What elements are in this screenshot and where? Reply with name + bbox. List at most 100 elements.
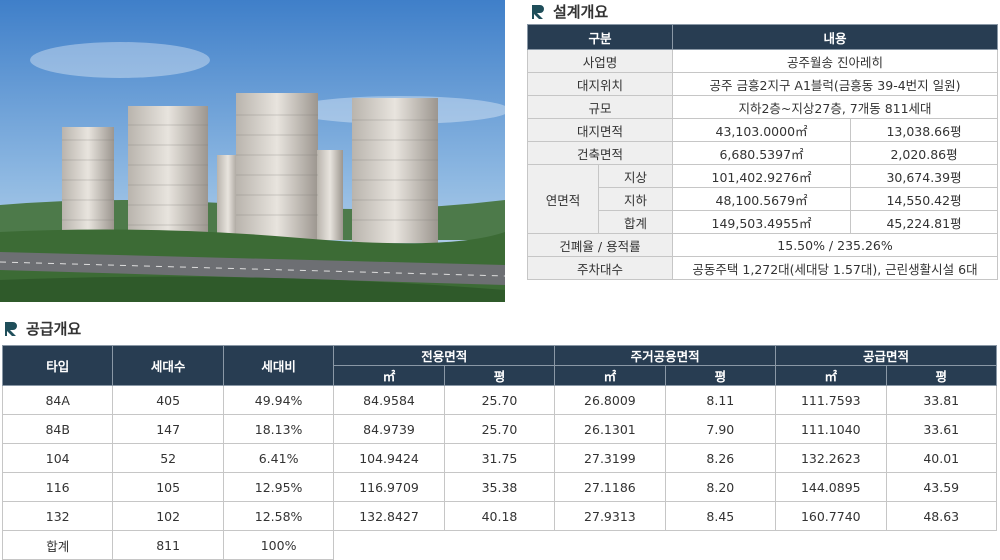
type-cell: 84B xyxy=(1,414,114,444)
section-title: 공급개요 xyxy=(3,318,81,339)
total-cell: 100% xyxy=(222,530,335,560)
value-cell: 33.81 xyxy=(885,385,997,415)
value-cell: 8.26 xyxy=(664,443,777,473)
header-cell: 구분 xyxy=(526,24,674,50)
rendering-image xyxy=(0,0,505,302)
value-cell: 30,674.39평 xyxy=(850,164,999,188)
title-text: 공급개요 xyxy=(26,320,82,338)
value-cell: 6.41% xyxy=(222,443,335,473)
table-row: 대지면적 43,103.0000㎡ 13,038.66평 xyxy=(526,118,999,142)
group-header-cell: 주거공용면적 xyxy=(554,345,777,366)
label-cell: 대지위치 xyxy=(526,72,674,96)
type-cell: 84A xyxy=(1,385,114,415)
logo-icon xyxy=(532,4,544,19)
table-row: 건폐율 / 용적률 15.50% / 235.26% xyxy=(526,233,999,257)
table-row: 132 102 12.58% 132.8427 40.18 27.9313 8.45 160.… xyxy=(1,501,997,531)
table-row: 84B 147 18.13% 84.9739 25.70 26.1301 7.90 111.1… xyxy=(1,414,997,444)
value-cell: 43,103.0000㎡ xyxy=(672,118,852,142)
label-cell: 사업명 xyxy=(526,49,674,73)
value-cell: 52 xyxy=(112,443,224,473)
header-cell: 내용 xyxy=(672,24,999,50)
sub-header-cell: 평 xyxy=(443,365,556,386)
value-cell: 27.9313 xyxy=(554,501,666,531)
supply-table: 타입 세대수 세대비 전용면적 주거공용면적 공급면적 ㎡ 평 ㎡ 평 ㎡ 평 84A 405 49.94%… xyxy=(1,345,997,560)
value-cell: 33.61 xyxy=(885,414,997,444)
value-cell: 49.94% xyxy=(222,385,335,415)
title-text: 설계개요 xyxy=(553,3,609,21)
type-cell: 104 xyxy=(1,443,114,473)
value-cell: 147 xyxy=(112,414,224,444)
label-cell: 건축면적 xyxy=(526,141,674,165)
value-cell: 45,224.81평 xyxy=(850,210,999,234)
table-row: 주차대수 공동주택 1,272대(세대당 1.57대), 근린생활시설 6대 xyxy=(526,256,999,280)
value-cell: 18.13% xyxy=(222,414,335,444)
value-cell: 12.58% xyxy=(222,501,335,531)
value-cell: 144.0895 xyxy=(775,472,887,502)
sub-label-cell: 지하 xyxy=(597,187,674,211)
table-row: 합계 149,503.4955㎡ 45,224.81평 xyxy=(528,210,999,234)
label-cell: 건폐율 / 용적률 xyxy=(526,233,674,257)
header-cell: 세대비 xyxy=(222,345,335,386)
sub-header-cell: 평 xyxy=(885,365,997,386)
value-cell: 공주월송 진아레히 xyxy=(672,49,999,73)
value-cell: 12.95% xyxy=(222,472,335,502)
table-row: 대지위치 공주 금흥2지구 A1블럭(금흥동 39-4번지 일원) xyxy=(526,72,999,96)
table-row: 116 105 12.95% 116.9709 35.38 27.1186 8.20 144.… xyxy=(1,472,997,502)
value-cell: 104.9424 xyxy=(333,443,445,473)
group-header-cell: 공급면적 xyxy=(775,345,997,366)
logo-icon xyxy=(5,321,17,336)
value-cell: 48,100.5679㎡ xyxy=(672,187,852,211)
value-cell: 48.63 xyxy=(885,501,997,531)
value-cell: 2,020.86평 xyxy=(850,141,999,165)
value-cell: 111.7593 xyxy=(775,385,887,415)
table-row: 104 52 6.41% 104.9424 31.75 27.3199 8.26 132.26… xyxy=(1,443,997,473)
label-cell: 연면적 xyxy=(527,164,599,234)
header-cell: 세대수 xyxy=(112,345,224,386)
value-cell: 8.11 xyxy=(664,385,777,415)
type-cell: 132 xyxy=(1,501,114,531)
sub-header-cell: ㎡ xyxy=(333,365,445,386)
value-cell: 지하2층~지상27층, 7개동 811세대 xyxy=(672,95,999,119)
sub-header-cell: ㎡ xyxy=(775,365,887,386)
value-cell: 111.1040 xyxy=(775,414,887,444)
label-cell: 규모 xyxy=(526,95,674,119)
table-row: 사업명 공주월송 진아레히 xyxy=(526,49,999,73)
sub-label-cell: 지상 xyxy=(597,164,674,188)
header-row: 타입 세대수 세대비 전용면적 주거공용면적 공급면적 xyxy=(1,345,997,386)
group-header-cell: 전용면적 xyxy=(333,345,556,366)
table-row: 규모 지하2층~지상27층, 7개동 811세대 xyxy=(526,95,999,119)
value-cell: 6,680.5397㎡ xyxy=(672,141,852,165)
label-cell: 대지면적 xyxy=(526,118,674,142)
value-cell: 15.50% / 235.26% xyxy=(672,233,999,257)
value-cell: 26.8009 xyxy=(554,385,666,415)
value-cell: 101,402.9276㎡ xyxy=(672,164,852,188)
value-cell: 27.1186 xyxy=(554,472,666,502)
value-cell: 13,038.66평 xyxy=(850,118,999,142)
table-row: 연면적 지상 101,402.9276㎡ 30,674.39평 xyxy=(527,164,999,234)
value-cell: 405 xyxy=(112,385,224,415)
value-cell: 공주 금흥2지구 A1블럭(금흥동 39-4번지 일원) xyxy=(672,72,999,96)
type-cell: 116 xyxy=(1,472,114,502)
value-cell: 35.38 xyxy=(443,472,556,502)
value-cell: 8.45 xyxy=(664,501,777,531)
value-cell: 84.9584 xyxy=(333,385,445,415)
header-cell: 타입 xyxy=(1,345,114,386)
value-cell: 31.75 xyxy=(443,443,556,473)
table-row: 건축면적 6,680.5397㎡ 2,020.86평 xyxy=(526,141,999,165)
value-cell: 25.70 xyxy=(443,414,556,444)
value-cell: 25.70 xyxy=(443,385,556,415)
value-cell: 132.8427 xyxy=(333,501,445,531)
value-cell: 84.9739 xyxy=(333,414,445,444)
value-cell: 116.9709 xyxy=(333,472,445,502)
value-cell: 8.20 xyxy=(664,472,777,502)
value-cell: 132.2623 xyxy=(775,443,887,473)
section-title: 설계개요 xyxy=(530,1,608,22)
value-cell: 14,550.42평 xyxy=(850,187,999,211)
value-cell: 7.90 xyxy=(664,414,777,444)
header-row: ㎡ 평 ㎡ 평 ㎡ 평 xyxy=(3,365,997,386)
label-cell: 주차대수 xyxy=(526,256,674,280)
value-cell: 102 xyxy=(112,501,224,531)
design-table: 구분 내용 사업명 공주월송 진아레히 대지위치 공주 금흥2지구 A1블럭(금흥동 … xyxy=(526,24,999,280)
value-cell: 공동주택 1,272대(세대당 1.57대), 근린생활시설 6대 xyxy=(672,256,999,280)
value-cell: 43.59 xyxy=(885,472,997,502)
